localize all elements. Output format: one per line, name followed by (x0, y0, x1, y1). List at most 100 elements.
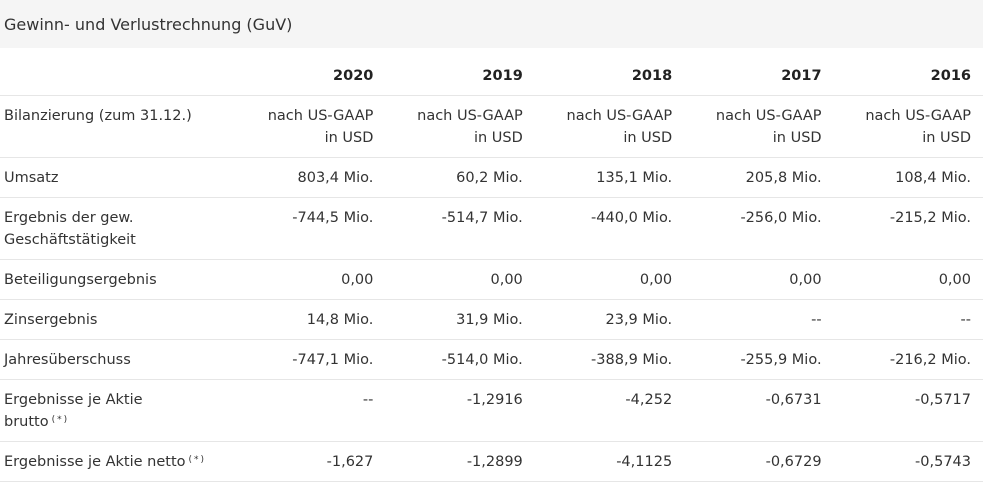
value-text: nach US-GAAP (715, 107, 822, 124)
row-label-text: Umsatz (4, 169, 59, 186)
value-cell: 0,00 (535, 259, 684, 299)
value-cell: -0,5743 (834, 441, 983, 481)
row-label-text: brutto (4, 413, 49, 430)
value-text: -- (362, 391, 374, 408)
value-text: in USD (772, 129, 822, 146)
row-label-text: Beteiligungsergebnis (4, 271, 157, 288)
value-text: -0,6729 (765, 453, 822, 470)
value-text: nach US-GAAP (267, 107, 374, 124)
value-text: -440,0 Mio. (591, 209, 673, 226)
value-cell: -1,2916 (385, 379, 534, 441)
value-cell: -- (834, 299, 983, 339)
value-text: in USD (623, 129, 673, 146)
table-body: Bilanzierung (zum 31.12.) nach US-GAAP in … (0, 95, 983, 481)
value-cell: 0,00 (684, 259, 833, 299)
value-text: in USD (922, 129, 971, 146)
table-row: Zinsergebnis 14,8 Mio. 31,9 Mio. 23,9 Mio. -… (0, 299, 983, 339)
value-cell: -388,9 Mio. (535, 339, 684, 379)
row-label-text: Geschäftstätigkeit (4, 231, 136, 248)
value-cell: nach US-GAAP in USD (535, 95, 684, 157)
value-cell: 14,8 Mio. (236, 299, 385, 339)
row-label-line: Ergebnis der gew. (4, 207, 224, 229)
value-text: -1,627 (326, 453, 374, 470)
value-text: -215,2 Mio. (889, 209, 971, 226)
value-text: -0,5717 (915, 391, 971, 408)
value-text: -0,6731 (765, 391, 822, 408)
row-label-line: Ergebnisse je Aktie netto (*) (4, 451, 224, 473)
value-text: 0,00 (639, 271, 673, 288)
value-text: -514,0 Mio. (441, 351, 523, 368)
value-text: 108,4 Mio. (895, 169, 971, 186)
value-text: 0,00 (789, 271, 822, 288)
guv-table: 2020 2019 2018 2017 2016 Bilanzierung (z… (0, 48, 983, 482)
value-cell: -744,5 Mio. (236, 197, 385, 259)
row-label: Ergebnisse je Aktie brutto (*) (0, 379, 236, 441)
value-text: -1,2916 (466, 391, 523, 408)
value-cell: nach US-GAAP in USD (834, 95, 983, 157)
year-header: 2020 (236, 48, 386, 96)
value-text: 60,2 Mio. (456, 169, 523, 186)
value-cell: 803,4 Mio. (236, 157, 385, 197)
row-label-line: Beteiligungsergebnis (4, 269, 224, 291)
row-label: Ergebnis der gew. Geschäftstätigkeit (0, 197, 236, 259)
value-cell: 135,1 Mio. (535, 157, 684, 197)
value-cell: 31,9 Mio. (385, 299, 534, 339)
value-cell: nach US-GAAP in USD (236, 95, 385, 157)
value-text: 31,9 Mio. (456, 311, 523, 328)
value-text: 0,00 (938, 271, 971, 288)
row-label-line: Jahresüberschuss (4, 349, 224, 371)
value-text: -388,9 Mio. (591, 351, 673, 368)
table-row: Ergebnisse je Aktie brutto (*) -- -1,2916 -4,… (0, 379, 983, 441)
row-label-line: Geschäftstätigkeit (4, 229, 224, 251)
value-text: -216,2 Mio. (889, 351, 971, 368)
year-header: 2016 (833, 48, 983, 96)
table-row: Bilanzierung (zum 31.12.) nach US-GAAP in … (0, 95, 983, 157)
row-label-text: Ergebnis der gew. (4, 209, 134, 226)
value-cell: 0,00 (834, 259, 983, 299)
value-text: 23,9 Mio. (605, 311, 673, 328)
row-label-line: Ergebnisse je Aktie (4, 389, 224, 411)
value-text: 135,1 Mio. (596, 169, 673, 186)
value-cell: -255,9 Mio. (684, 339, 833, 379)
value-text: 803,4 Mio. (297, 169, 374, 186)
value-cell: 60,2 Mio. (385, 157, 534, 197)
row-label-text: Jahresüberschuss (4, 351, 131, 368)
year-header: 2019 (385, 48, 535, 96)
row-label-line: Zinsergebnis (4, 309, 224, 331)
row-label: Bilanzierung (zum 31.12.) (0, 95, 236, 157)
value-text: in USD (473, 129, 523, 146)
value-cell: -1,2899 (385, 441, 534, 481)
value-text: -256,0 Mio. (740, 209, 822, 226)
value-cell: -514,0 Mio. (385, 339, 534, 379)
row-label-text: Ergebnisse je Aktie (4, 391, 143, 408)
value-cell: -215,2 Mio. (834, 197, 983, 259)
value-text: -4,252 (625, 391, 673, 408)
row-label: Beteiligungsergebnis (0, 259, 236, 299)
value-text: 14,8 Mio. (306, 311, 374, 328)
value-text: -0,5743 (915, 453, 971, 470)
value-text: nach US-GAAP (417, 107, 523, 124)
value-cell: -440,0 Mio. (535, 197, 684, 259)
value-text: 0,00 (490, 271, 523, 288)
year-header: 2017 (684, 48, 834, 96)
value-cell: -514,7 Mio. (385, 197, 534, 259)
value-text: in USD (324, 129, 374, 146)
footnote-marker: (*) (51, 414, 70, 425)
footnote-marker: (*) (188, 454, 207, 465)
value-text: -514,7 Mio. (441, 209, 523, 226)
value-cell: -0,5717 (834, 379, 983, 441)
value-cell: -0,6729 (684, 441, 833, 481)
row-label: Jahresüberschuss (0, 339, 236, 379)
row-label-line: Umsatz (4, 167, 224, 189)
table-row: Jahresüberschuss -747,1 Mio. -514,0 Mio. -3… (0, 339, 983, 379)
row-label-line: Bilanzierung (zum 31.12.) (4, 105, 224, 127)
row-label: Ergebnisse je Aktie netto (*) (0, 441, 236, 481)
row-label-text: Ergebnisse je Aktie netto (4, 453, 186, 470)
value-text: -255,9 Mio. (740, 351, 822, 368)
value-text: -747,1 Mio. (292, 351, 374, 368)
value-cell: 108,4 Mio. (834, 157, 983, 197)
value-text: 0,00 (341, 271, 374, 288)
row-label: Umsatz (0, 157, 236, 197)
row-label: Zinsergebnis (0, 299, 236, 339)
